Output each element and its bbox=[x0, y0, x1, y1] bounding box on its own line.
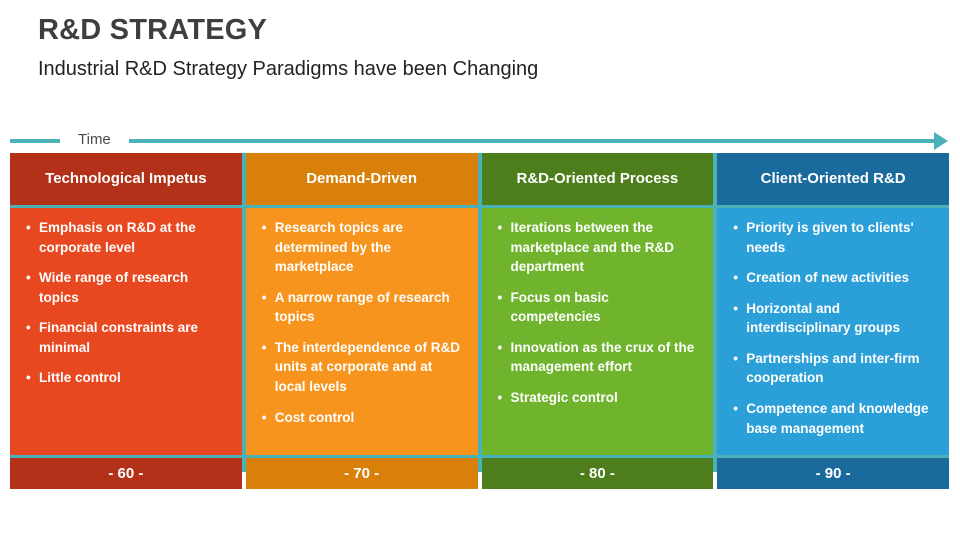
time-arrow-line bbox=[10, 139, 939, 143]
bullet-item: A narrow range of research topics bbox=[262, 288, 466, 327]
paradigm-table: Technological Impetus Emphasis on R&D at … bbox=[10, 153, 949, 490]
column-header: Demand-Driven bbox=[245, 153, 478, 205]
decade-label: - 60 - bbox=[10, 458, 242, 490]
bullet-item: Innovation as the crux of the management… bbox=[498, 338, 702, 377]
bullet-item: Cost control bbox=[262, 408, 466, 428]
column-body: Iterations between the marketplace and t… bbox=[481, 208, 714, 456]
time-label: Time bbox=[60, 128, 129, 152]
bullet-item: Partnerships and inter-firm cooperation bbox=[733, 349, 937, 388]
bullet-list: Iterations between the marketplace and t… bbox=[498, 218, 702, 408]
bullet-item: Research topics are determined by the ma… bbox=[262, 218, 466, 277]
bullet-item: Little control bbox=[26, 368, 230, 388]
bullet-item: The interdependence of R&D units at corp… bbox=[262, 338, 466, 397]
paradigm-column-3: R&D-Oriented Process Iterations between t… bbox=[481, 153, 714, 490]
bullet-item: Iterations between the marketplace and t… bbox=[498, 218, 702, 277]
page-subtitle: Industrial R&D Strategy Paradigms have b… bbox=[38, 58, 539, 80]
bullet-item: Wide range of research topics bbox=[26, 268, 230, 307]
column-body: Research topics are determined by the ma… bbox=[245, 208, 478, 456]
column-header: R&D-Oriented Process bbox=[481, 153, 714, 205]
bullet-item: Financial constraints are minimal bbox=[26, 318, 230, 357]
paradigm-column-2: Demand-Driven Research topics are determi… bbox=[245, 153, 478, 490]
paradigm-column-4: Client-Oriented R&D Priority is given to … bbox=[717, 153, 949, 490]
bullet-item: Horizontal and interdisciplinary groups bbox=[733, 299, 937, 338]
time-arrow-head-icon bbox=[934, 132, 948, 150]
paradigm-column-1: Technological Impetus Emphasis on R&D at … bbox=[10, 153, 242, 490]
column-header: Client-Oriented R&D bbox=[717, 153, 949, 205]
bullet-item: Competence and knowledge base management bbox=[733, 399, 937, 438]
time-axis: Time bbox=[10, 128, 948, 152]
decade-label: - 70 - bbox=[245, 458, 478, 490]
bullet-item: Creation of new activities bbox=[733, 268, 937, 288]
bullet-list: Emphasis on R&D at the corporate level Wi… bbox=[26, 218, 230, 388]
decade-label: - 80 - bbox=[481, 458, 714, 490]
page-title: R&D STRATEGY bbox=[38, 14, 268, 46]
column-body: Priority is given to clients' needs Creat… bbox=[717, 208, 949, 456]
bullet-list: Research topics are determined by the ma… bbox=[262, 218, 466, 427]
column-body: Emphasis on R&D at the corporate level Wi… bbox=[10, 208, 242, 456]
bullet-item: Priority is given to clients' needs bbox=[733, 218, 937, 257]
bullet-item: Emphasis on R&D at the corporate level bbox=[26, 218, 230, 257]
bullet-list: Priority is given to clients' needs Creat… bbox=[733, 218, 937, 438]
column-header: Technological Impetus bbox=[10, 153, 242, 205]
bullet-item: Strategic control bbox=[498, 388, 702, 408]
bullet-item: Focus on basic competencies bbox=[498, 288, 702, 327]
decade-label: - 90 - bbox=[717, 458, 949, 490]
